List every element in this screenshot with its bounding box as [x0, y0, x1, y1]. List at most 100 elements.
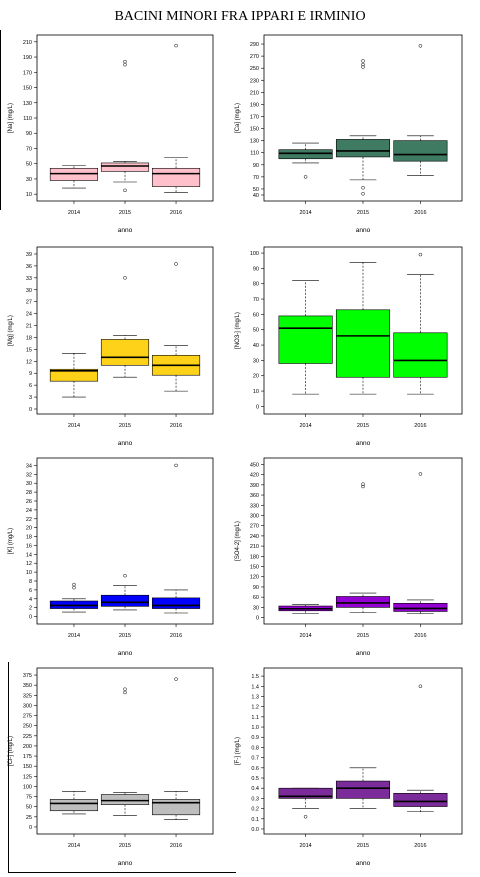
- x-tick-label-3-1: 2015: [357, 423, 369, 429]
- y-tick-label-7-4: 0.4: [251, 786, 259, 792]
- x-tick-label-6-1: 2015: [119, 843, 131, 849]
- y-tick-label-2-4: 12: [26, 359, 32, 365]
- x-tick-label-3-0: 2014: [299, 423, 311, 429]
- y-tick-label-4-6: 12: [26, 561, 32, 567]
- y-tick-label-5-15: 450: [250, 462, 259, 468]
- y-tick-label-4-12: 24: [26, 508, 32, 514]
- y-tick-label-7-9: 0.9: [251, 735, 259, 741]
- y-tick-label-0-9: 190: [23, 55, 32, 61]
- y-tick-label-2-13: 39: [26, 252, 32, 258]
- y-tick-label-7-10: 1.0: [251, 725, 259, 731]
- outlier-point-4-2-0: [174, 463, 178, 468]
- y-tick-label-7-14: 1.4: [251, 684, 259, 690]
- x-tick-label-1-0: 2014: [299, 210, 311, 216]
- y-tick-label-6-7: 175: [23, 754, 32, 760]
- y-tick-label-5-4: 120: [250, 575, 259, 581]
- y-tick-label-0-4: 90: [26, 131, 32, 137]
- y-tick-label-4-17: 34: [26, 463, 32, 469]
- x-axis-label-3: anno: [356, 440, 371, 447]
- y-tick-label-5-1: 30: [253, 605, 259, 611]
- y-tick-label-3-3: 30: [253, 358, 259, 364]
- outlier-point-4-0-1: [72, 582, 76, 587]
- y-tick-label-2-2: 6: [29, 383, 32, 389]
- y-tick-label-1-1: 50: [253, 187, 259, 193]
- x-tick-label-2-2: 2016: [170, 423, 182, 429]
- frame-line-bottom-left: [8, 872, 236, 873]
- y-tick-label-6-11: 275: [23, 714, 32, 720]
- box-7-2: [393, 792, 448, 807]
- y-tick-label-1-6: 150: [250, 127, 259, 133]
- y-tick-label-5-6: 180: [250, 554, 259, 560]
- y-tick-label-0-7: 150: [23, 86, 32, 92]
- y-tick-label-6-14: 350: [23, 683, 32, 689]
- box-2-1: [100, 339, 150, 366]
- x-axis-label-4: anno: [118, 650, 133, 657]
- y-tick-label-6-15: 375: [23, 673, 32, 679]
- y-axis-label-4: [K] (mg/L): [8, 528, 14, 554]
- y-tick-label-6-9: 225: [23, 734, 32, 740]
- y-axis-label-5: [SO4-2] (mg/L): [235, 521, 241, 561]
- y-tick-label-2-5: 15: [26, 347, 32, 353]
- outlier-point-1-1-2: [361, 65, 365, 69]
- y-tick-label-0-8: 170: [23, 70, 32, 76]
- y-tick-label-4-13: 26: [26, 499, 32, 505]
- y-tick-label-7-0: 0.0: [251, 827, 259, 833]
- y-tick-label-5-5: 150: [250, 565, 259, 571]
- y-tick-label-5-0: 0: [256, 616, 259, 622]
- box-1-2: [393, 140, 448, 162]
- x-tick-label-7-1: 2015: [357, 843, 369, 849]
- x-tick-label-2-1: 2015: [119, 423, 131, 429]
- y-tick-label-5-7: 210: [250, 544, 259, 550]
- y-tick-label-5-12: 360: [250, 493, 259, 499]
- y-tick-label-4-0: 0: [29, 615, 32, 621]
- box-2-0: [49, 368, 99, 382]
- y-tick-label-1-2: 70: [253, 175, 259, 181]
- y-tick-label-6-12: 300: [23, 703, 32, 709]
- outlier-point-1-1-3: [361, 62, 365, 67]
- y-tick-label-4-2: 4: [29, 597, 32, 603]
- y-tick-label-3-4: 40: [253, 343, 259, 349]
- outlier-point-5-2-0: [418, 472, 423, 476]
- y-tick-label-7-11: 1.1: [251, 715, 259, 721]
- outlier-point-6-1-1: [123, 687, 127, 691]
- y-tick-label-6-5: 125: [23, 774, 32, 780]
- box-5-2: [393, 602, 448, 612]
- box-0-2: [151, 167, 201, 187]
- outlier-point-6-2-0: [174, 677, 178, 681]
- x-tick-label-0-0: 2014: [68, 210, 80, 216]
- outlier-point-1-0-0: [303, 175, 308, 179]
- y-tick-label-2-7: 21: [26, 324, 32, 330]
- y-tick-label-4-5: 10: [26, 570, 32, 576]
- y-tick-label-1-5: 130: [250, 139, 259, 145]
- frame-line-left-bottom: [8, 662, 9, 873]
- y-axis-label-2: [Mg] (mg/L): [8, 315, 14, 346]
- y-tick-label-7-12: 1.2: [251, 705, 259, 711]
- y-tick-label-2-6: 18: [26, 335, 32, 341]
- y-tick-label-3-6: 60: [253, 312, 259, 318]
- y-tick-label-3-10: 100: [250, 251, 259, 257]
- y-tick-label-3-1: 10: [253, 389, 259, 395]
- y-tick-label-1-13: 290: [250, 42, 259, 48]
- y-tick-label-1-3: 90: [253, 163, 259, 169]
- box-3-1: [335, 309, 391, 378]
- y-tick-label-3-9: 90: [253, 266, 259, 272]
- box-0-1: [100, 162, 150, 172]
- y-tick-label-2-3: 9: [29, 371, 32, 377]
- x-axis-label-6: anno: [118, 860, 133, 867]
- plot-frame-2: [36, 246, 214, 415]
- y-tick-label-1-0: 40: [253, 193, 259, 199]
- x-tick-label-5-0: 2014: [299, 633, 311, 639]
- y-tick-label-7-7: 0.7: [251, 756, 259, 762]
- y-tick-label-5-3: 90: [253, 585, 259, 591]
- outlier-point-0-2-0: [174, 43, 178, 48]
- x-tick-label-4-0: 2014: [68, 633, 80, 639]
- y-tick-label-6-10: 250: [23, 724, 32, 730]
- outlier-point-6-1-0: [123, 690, 127, 695]
- y-tick-label-4-16: 32: [26, 472, 32, 478]
- outlier-point-4-0-0: [72, 585, 76, 590]
- y-axis-label-3: [NO3-] (mg/L): [235, 312, 241, 349]
- x-axis-label-1: anno: [356, 227, 371, 234]
- box-6-2: [151, 799, 201, 816]
- box-6-1: [100, 794, 150, 805]
